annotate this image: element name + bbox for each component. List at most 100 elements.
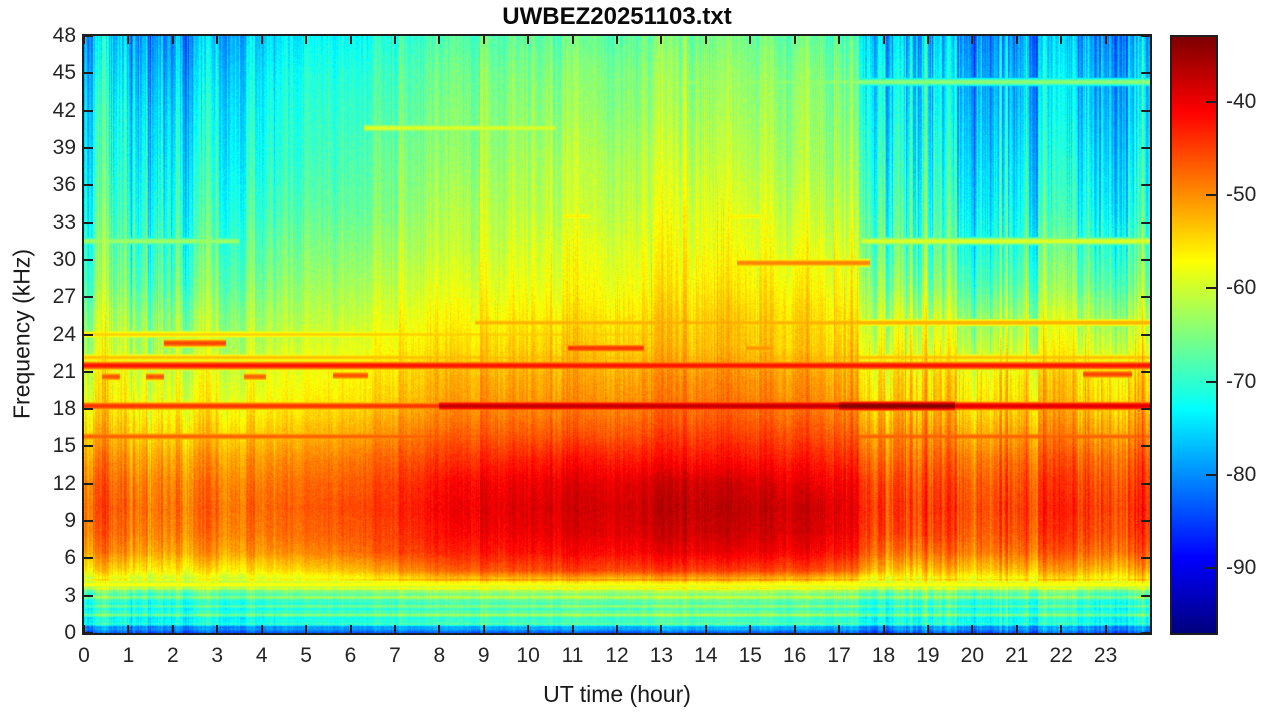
x-tick-top xyxy=(482,36,485,44)
x-tick-top xyxy=(926,36,929,44)
x-tick-top xyxy=(1015,36,1018,44)
y-tick-left xyxy=(84,632,93,634)
y-tick-label: 27 xyxy=(52,285,76,309)
y-tick-right xyxy=(1141,482,1150,485)
x-tick-top xyxy=(1060,36,1063,44)
y-tick-left xyxy=(84,557,93,560)
colorbar-tick-label: -40 xyxy=(1226,90,1257,114)
x-tick-bottom xyxy=(83,625,85,633)
y-tick-label: 15 xyxy=(52,434,76,458)
colorbar-canvas xyxy=(1172,37,1216,633)
x-tick-bottom xyxy=(260,625,263,633)
y-tick-left xyxy=(84,296,93,299)
y-tick-label: 9 xyxy=(64,509,76,533)
colorbar-tick xyxy=(1206,380,1216,383)
x-tick-bottom xyxy=(926,625,929,633)
x-axis-label: UT time (hour) xyxy=(543,681,691,707)
x-tick-label: 2 xyxy=(166,644,179,667)
colorbar-tick xyxy=(1206,287,1216,290)
x-tick-bottom xyxy=(838,625,841,633)
x-tick-label: 15 xyxy=(738,644,762,667)
y-tick-right xyxy=(1141,221,1150,224)
x-tick-label: 4 xyxy=(255,644,268,667)
y-tick-label: 48 xyxy=(52,24,76,47)
x-tick-label: 10 xyxy=(516,644,540,667)
y-tick-label: 21 xyxy=(52,359,76,383)
y-tick-right xyxy=(1141,445,1150,448)
x-tick-bottom xyxy=(216,625,219,633)
y-tick-label: 3 xyxy=(64,583,76,607)
x-tick-bottom xyxy=(482,625,485,633)
y-tick-left xyxy=(84,594,93,597)
x-tick-bottom xyxy=(1015,625,1018,633)
x-tick-bottom xyxy=(971,625,974,633)
x-tick-label: 1 xyxy=(122,644,135,667)
x-tick-top xyxy=(1104,36,1107,44)
colorbar-tick xyxy=(1206,101,1216,104)
plot-border xyxy=(82,34,1152,635)
x-tick-bottom xyxy=(171,625,174,633)
x-tick-label: 5 xyxy=(300,644,312,667)
y-tick-label: 12 xyxy=(52,471,76,495)
y-tick-label: 36 xyxy=(52,173,76,197)
y-tick-left xyxy=(84,333,93,336)
y-tick-left xyxy=(84,35,93,37)
x-tick-top xyxy=(616,36,618,44)
y-tick-right xyxy=(1141,594,1150,597)
x-tick-label: 7 xyxy=(389,644,401,667)
x-tick-top xyxy=(882,36,885,44)
x-tick-label: 22 xyxy=(1049,644,1073,667)
colorbar-tick-label: -90 xyxy=(1226,555,1257,579)
x-tick-bottom xyxy=(571,625,574,633)
x-tick-top xyxy=(393,36,396,44)
x-tick-label: 19 xyxy=(916,644,940,667)
y-tick-label: 18 xyxy=(52,397,76,421)
x-tick-bottom xyxy=(882,625,885,633)
y-tick-label: 45 xyxy=(52,61,76,85)
x-tick-top xyxy=(216,36,219,44)
colorbar-tick-label: -60 xyxy=(1226,276,1257,300)
x-tick-bottom xyxy=(616,625,618,633)
x-tick-bottom xyxy=(749,625,752,633)
figure-title: UWBEZ20251103.txt xyxy=(502,3,732,30)
x-tick-bottom xyxy=(1060,625,1063,633)
x-tick-top xyxy=(704,36,707,44)
x-tick-bottom xyxy=(1104,625,1107,633)
y-tick-left xyxy=(84,72,93,75)
x-tick-top xyxy=(971,36,974,44)
y-tick-right xyxy=(1141,72,1150,75)
x-tick-top xyxy=(749,36,752,44)
x-tick-bottom xyxy=(438,625,441,633)
y-tick-right xyxy=(1141,333,1150,336)
y-tick-label: 42 xyxy=(52,98,76,122)
y-tick-left xyxy=(84,408,93,411)
x-tick-label: 16 xyxy=(782,644,807,667)
y-tick-right xyxy=(1141,557,1150,560)
x-tick-label: 12 xyxy=(605,644,629,667)
x-tick-label: 23 xyxy=(1093,644,1118,667)
x-tick-label: 13 xyxy=(649,644,674,667)
x-tick-top xyxy=(571,36,574,44)
y-tick-label: 39 xyxy=(52,135,76,159)
x-tick-top xyxy=(438,36,441,44)
x-tick-bottom xyxy=(704,625,707,633)
y-tick-label: 6 xyxy=(64,546,76,570)
x-tick-top xyxy=(793,36,796,44)
y-tick-right xyxy=(1141,184,1150,187)
y-tick-left xyxy=(84,258,93,261)
y-tick-left xyxy=(84,146,93,149)
x-tick-label: 17 xyxy=(827,644,851,667)
y-tick-label: 30 xyxy=(52,247,76,271)
x-tick-bottom xyxy=(660,625,663,633)
x-tick-top xyxy=(527,36,530,44)
x-tick-top xyxy=(127,36,130,44)
x-tick-label: 11 xyxy=(561,644,584,667)
x-tick-label: 0 xyxy=(78,644,90,667)
colorbar-tick xyxy=(1206,566,1216,569)
x-tick-label: 6 xyxy=(344,644,357,667)
x-tick-bottom xyxy=(527,625,530,633)
x-tick-bottom xyxy=(127,625,130,633)
y-tick-left xyxy=(84,520,93,523)
x-tick-top xyxy=(305,36,308,44)
